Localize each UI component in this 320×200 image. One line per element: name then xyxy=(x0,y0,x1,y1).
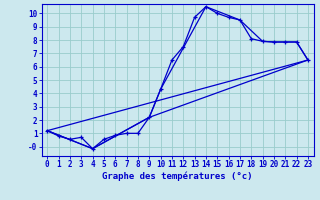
X-axis label: Graphe des températures (°c): Graphe des températures (°c) xyxy=(102,172,253,181)
